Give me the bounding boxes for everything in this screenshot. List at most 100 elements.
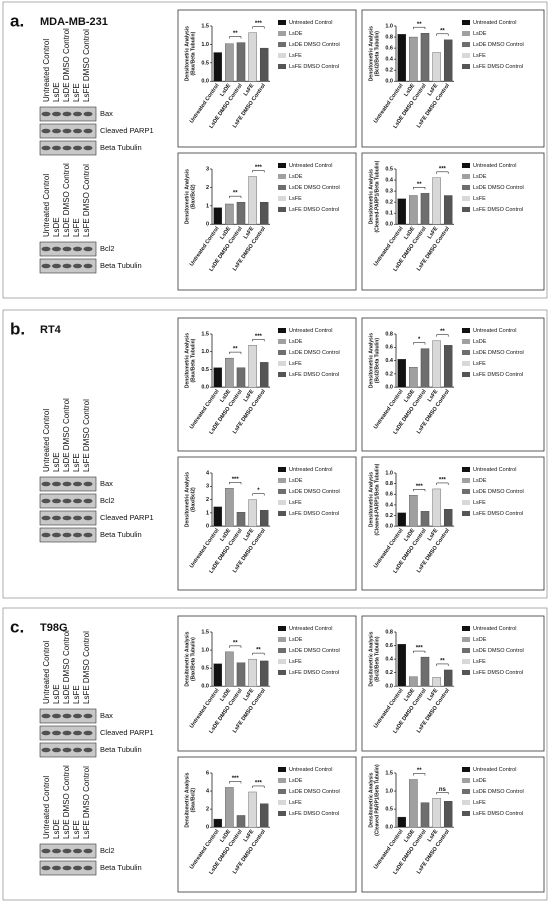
significance-bracket [413,773,426,776]
legend-label: LsFE DMSO Control [473,811,523,817]
legend-swatch [278,339,286,344]
legend-swatch [462,467,470,472]
legend-swatch [278,500,286,505]
bar [397,359,407,388]
significance-label: *** [416,646,424,652]
blot-band [52,246,61,252]
y-tick-label: 1.0 [385,789,393,795]
legend-label: LsDE [289,31,303,37]
legend-swatch [462,372,470,377]
legend-swatch [462,20,470,25]
legend-swatch [462,500,470,505]
significance-bracket [252,339,265,342]
y-axis-label: (Bax/Bcl2) [190,487,196,512]
legend-swatch [462,789,470,794]
y-axis-label: Densitometric Analysis [184,26,190,81]
band-label: Beta Tubulin [100,143,142,152]
legend-swatch [462,626,470,631]
legend-swatch [462,511,470,516]
y-axis-label: (Bax/Beta Tubulin) [190,338,196,382]
y-tick-label: 0.2 [385,200,393,206]
bar [409,676,418,687]
y-tick-label: 4 [206,789,210,795]
legend-label: LsFE DMSO Control [473,64,523,70]
blot-band [73,145,82,151]
bar [432,798,441,828]
legend-swatch [278,328,286,333]
bar [397,34,407,82]
blot-band [83,865,93,871]
bar [443,801,453,828]
y-tick-label: 0.6 [385,345,393,351]
bar [248,32,257,82]
lane-label: LsFE [72,820,81,839]
significance-bracket [436,334,449,337]
chart-frame [361,317,545,452]
blot-band [62,747,72,753]
bar [420,802,430,828]
y-tick-label: 1.0 [385,470,393,476]
significance-label: ** [417,22,422,28]
legend-label: LsFE DMSO Control [473,511,523,517]
bar [432,340,441,388]
blot-band [62,515,72,521]
legend-label: LsFE [473,196,486,202]
significance-label: ** [417,768,422,774]
significance-bracket [413,187,426,190]
bar [236,662,246,687]
panel-letter: c. [10,617,24,636]
blot-band [41,747,51,753]
legend-swatch [278,648,286,653]
lane-label: Untreated Control [42,776,51,839]
lane-label: Untreated Control [42,39,51,102]
legend-label: LsDE [473,778,487,784]
legend-label: LsFE [473,500,486,506]
bar [248,176,257,225]
blot-band [52,515,61,521]
y-axis-label: Densitometric Analysis [184,169,190,224]
bar [432,677,441,687]
bar [225,787,234,828]
y-tick-label: 0.0 [385,684,393,690]
lane-label: LsFE DMSO Control [82,399,91,472]
legend-swatch [278,53,286,58]
y-axis-label: (Bax/Beta Tubulin) [190,31,196,75]
y-axis-label: (Bax/Bcl2) [190,184,196,209]
y-axis-label: (Bax/Beta Tubulin) [190,637,196,681]
blot-band [52,498,61,504]
legend-label: LsFE [289,361,302,367]
blot-band [41,865,51,871]
blot-band [62,246,72,252]
blot-band [73,747,82,753]
y-axis-label: Densitometric Analysis [184,631,190,686]
bar [420,348,430,388]
bar [409,367,418,388]
legend-label: LsFE [473,659,486,665]
significance-label: *** [255,165,263,171]
legend-label: LsDE DMSO Control [289,185,340,191]
bar [248,791,257,828]
significance-label: *** [255,334,263,340]
significance-label: *** [232,477,240,483]
significance-bracket [252,785,265,788]
y-tick-label: 0.4 [385,178,394,184]
lane-label: LsDE DMSO Control [62,398,71,472]
blot-band [41,532,51,538]
lane-label: LsDE [52,452,61,472]
legend-label: LsFE DMSO Control [289,64,339,70]
bar [248,499,257,527]
bar [213,818,223,828]
y-tick-label: 2 [206,807,209,813]
blot-band [41,730,51,736]
legend-label: LsDE [473,174,487,180]
y-tick-label: 0.2 [385,68,393,74]
y-axis-label: (Cleaved-PARP1/Beta Tubulin) [374,160,380,232]
legend-swatch [278,626,286,631]
bar [397,198,407,225]
lane-label: LsDE [52,819,61,839]
legend-swatch [278,372,286,377]
y-axis-label: (Bax/Bcl2) [190,788,196,813]
y-axis-label: Densitometric Analysis [184,333,190,388]
y-axis-label: (Bcl2/Beta Tubulin) [374,636,380,682]
bar [236,367,246,388]
